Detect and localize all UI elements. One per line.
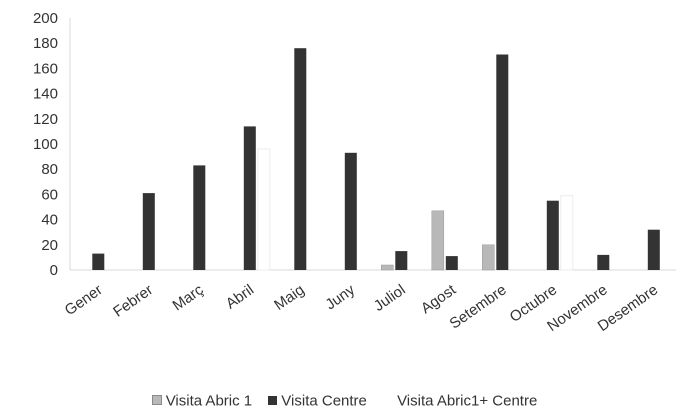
legend-label-centre: Visita Centre <box>281 392 367 410</box>
y-tick-label: 40 <box>41 212 58 229</box>
bar <box>243 126 256 271</box>
bar <box>142 193 155 270</box>
bar <box>597 254 610 270</box>
y-tick-label: 180 <box>33 35 58 52</box>
y-axis-ticks: 0 20 40 60 80 100 120 140 160 180 200 <box>33 10 58 279</box>
bar <box>647 229 660 270</box>
y-tick-label: 0 <box>50 262 58 279</box>
x-tick-label: Març <box>170 281 207 314</box>
legend: Visita Abric 1 Visita Centre Visita Abri… <box>0 392 689 410</box>
x-tick-label: Gener <box>62 281 106 319</box>
x-tick-label: Setembre <box>447 281 510 332</box>
bar <box>560 195 574 271</box>
x-tick-label: Febrer <box>110 281 156 320</box>
legend-label-abric1: Visita Abric 1 <box>165 392 253 410</box>
bar <box>445 256 458 270</box>
bar <box>257 148 271 271</box>
bar <box>546 200 559 270</box>
y-tick-label: 140 <box>33 86 58 103</box>
x-tick-label: Maig <box>271 281 307 314</box>
legend-swatch-centre <box>268 395 278 405</box>
bar <box>431 210 445 271</box>
bar <box>381 264 394 271</box>
bar <box>496 54 509 270</box>
y-tick-label: 160 <box>33 60 58 77</box>
y-tick-label: 80 <box>41 161 58 178</box>
x-tick-label: Juny <box>322 281 358 313</box>
x-tick-label: Abril <box>223 281 257 312</box>
bar <box>294 48 307 271</box>
legend-label-abric1-centre: Visita Abric1+ Centre <box>397 392 538 410</box>
y-tick-label: 200 <box>33 10 58 27</box>
bar <box>92 253 105 270</box>
x-tick-label: Juliol <box>371 281 409 315</box>
legend-item-abric1: Visita Abric 1 <box>151 392 253 410</box>
legend-item-abric1-centre: Visita Abric1+ Centre <box>397 392 537 410</box>
bar <box>193 165 206 270</box>
y-tick-label: 120 <box>33 111 58 128</box>
bar <box>482 244 495 271</box>
legend-item-centre: Visita Centre <box>268 392 367 410</box>
bars-group <box>92 48 660 271</box>
y-tick-label: 100 <box>33 136 58 153</box>
bar <box>344 152 357 270</box>
y-tick-label: 20 <box>41 237 58 254</box>
x-axis-labels: Gener Febrer Març Abril Maig Juny Juliol AgostS… <box>62 281 661 335</box>
y-tick-label: 60 <box>41 186 58 203</box>
legend-swatch-abric1 <box>151 395 162 406</box>
x-tick-label: Agost <box>418 281 460 317</box>
bar <box>395 251 408 270</box>
